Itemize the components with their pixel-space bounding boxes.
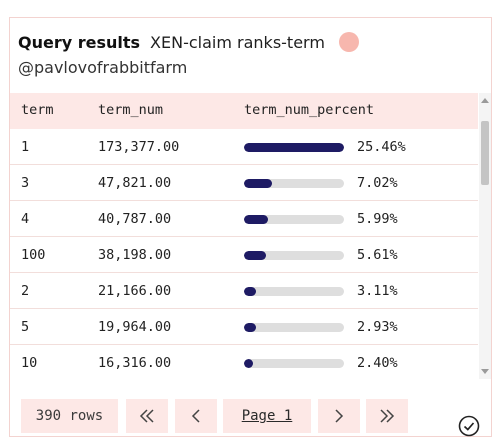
percent-bar-track [244,323,344,332]
table-row[interactable]: 10 16,316.00 2.40% [10,345,478,379]
table-row[interactable]: 2 21,166.00 3.11% [10,273,478,309]
cell-term-num: 38,198.00 [98,247,172,263]
table-row[interactable]: 1 173,377.00 25.46% [10,129,478,165]
percent-bar-fill [244,323,256,332]
cell-term-num: 40,787.00 [98,211,172,227]
percent-bar-fill [244,251,267,260]
table-row[interactable]: 4 40,787.00 5.99% [10,201,478,237]
percent-bar-track [244,359,344,368]
cell-term-num: 19,964.00 [98,319,172,335]
percent-bar-track [244,179,344,188]
double-chevron-right-icon [380,409,395,423]
cell-term: 2 [21,283,30,299]
percent-bar-track [244,287,344,296]
cell-term: 10 [21,355,38,371]
cell-term: 100 [21,247,46,263]
double-chevron-left-icon [139,409,154,423]
percent-bar-fill [244,215,268,224]
cell-term-num-percent: 5.99% [357,211,398,227]
cell-term-num: 21,166.00 [98,283,172,299]
current-page-button[interactable]: Page 1 [223,399,311,433]
results-table: term term_num term_num_percent 1 173,377.… [10,93,491,379]
last-page-button[interactable] [366,399,408,433]
card-header: Query results XEN-claim ranks-term @pavlov… [18,30,488,80]
first-page-button[interactable] [126,399,168,433]
vertical-scrollbar[interactable] [479,93,491,379]
cell-term-num-percent: 2.40% [357,355,398,371]
scroll-up-arrow-icon[interactable] [481,98,489,103]
scrollbar-thumb[interactable] [481,121,489,185]
percent-bar-fill [244,287,257,296]
author-name[interactable]: @pavlovofrabbitfarm [18,58,188,77]
chevron-right-icon [335,409,344,423]
cell-term-num-percent: 7.02% [357,175,398,191]
table-row[interactable]: 5 19,964.00 2.93% [10,309,478,345]
cell-term: 5 [21,319,30,335]
cell-term-num-percent: 2.93% [357,319,398,335]
cell-term-num: 16,316.00 [98,355,172,371]
cell-term-num-percent: 5.61% [357,247,398,263]
percent-bar-track [244,251,344,260]
table-row[interactable]: 100 38,198.00 5.61% [10,237,478,273]
table-row[interactable]: 3 47,821.00 7.02% [10,165,478,201]
previous-page-button[interactable] [175,399,217,433]
check-circle-icon[interactable] [458,415,480,437]
cell-term-num: 173,377.00 [98,139,180,155]
query-results-label: Query results [18,33,141,52]
column-header-term-num-percent[interactable]: term_num_percent [244,102,375,118]
scroll-down-arrow-icon[interactable] [481,369,489,374]
table-header: term term_num term_num_percent [10,93,478,129]
percent-bar-fill [244,179,272,188]
chevron-left-icon [191,409,200,423]
cell-term: 1 [21,139,30,155]
query-results-card: Query results XEN-claim ranks-term @pavlov… [9,17,492,437]
cell-term: 3 [21,175,30,191]
column-header-term[interactable]: term [21,102,54,118]
percent-bar-track [244,215,344,224]
cell-term-num: 47,821.00 [98,175,172,191]
query-title[interactable]: XEN-claim ranks-term [150,33,325,52]
percent-bar-fill [244,359,254,368]
avatar[interactable] [338,32,359,52]
percent-bar-fill [244,143,344,152]
row-count-badge: 390 rows [21,399,118,433]
cell-term: 4 [21,211,30,227]
cell-term-num-percent: 3.11% [357,283,398,299]
next-page-button[interactable] [318,399,360,433]
cell-term-num-percent: 25.46% [357,139,406,155]
percent-bar-track [244,143,344,152]
column-header-term-num[interactable]: term_num [98,102,164,118]
